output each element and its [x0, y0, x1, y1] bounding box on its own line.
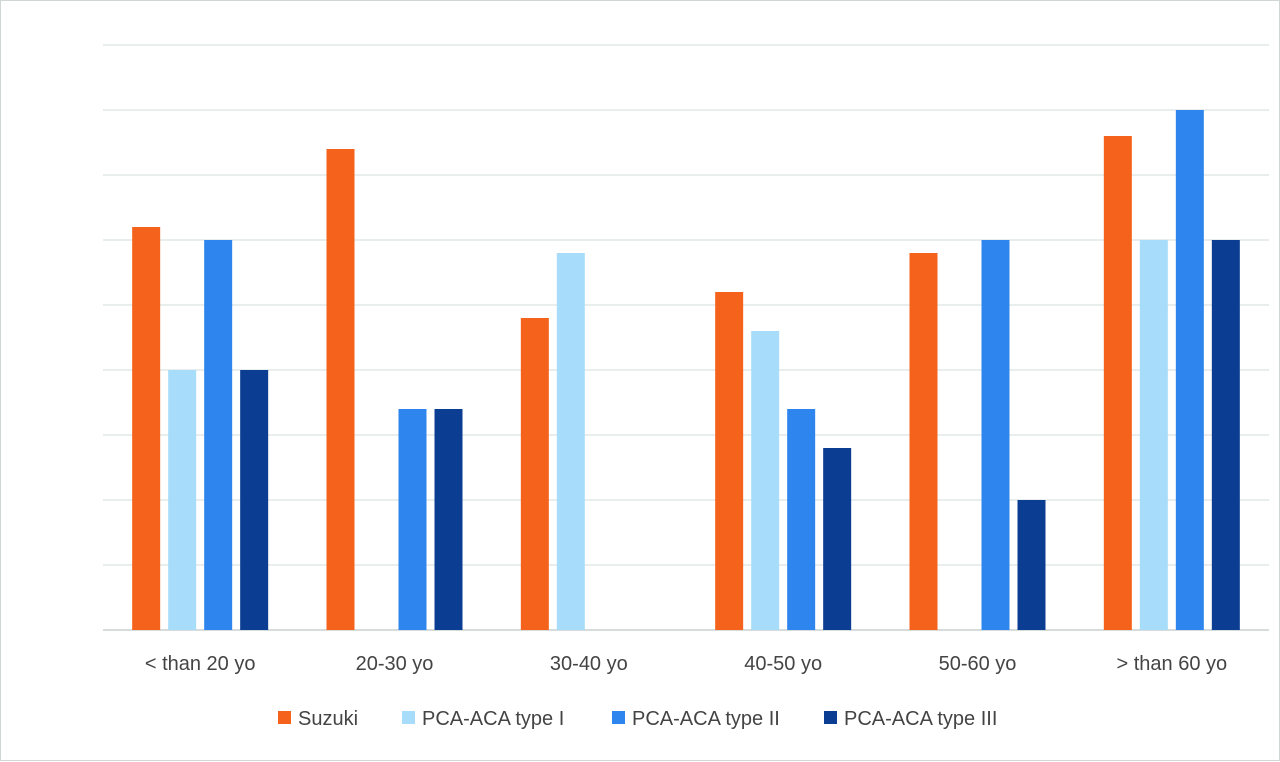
- legend-swatch-1: [402, 711, 415, 724]
- bar-suzuki-4: [909, 253, 938, 630]
- bar-suzuki-2: [520, 318, 549, 630]
- bar-suzuki-5: [1103, 136, 1132, 630]
- bar-pca-aca-type-i-5: [1139, 240, 1168, 630]
- bar-pca-aca-type-ii-4: [981, 240, 1010, 630]
- bar-pca-aca-type-iii-1: [434, 409, 463, 630]
- bar-pca-aca-type-ii-1: [398, 409, 427, 630]
- legend-label-0: Suzuki: [298, 708, 358, 730]
- legend-label-1: PCA-ACA type I: [422, 708, 564, 730]
- legend-label-3: PCA-ACA type III: [844, 708, 997, 730]
- bar-pca-aca-type-iii-4: [1017, 500, 1046, 630]
- category-label-1: 20-30 yo: [356, 653, 434, 675]
- bar-pca-aca-type-ii-0: [204, 240, 233, 630]
- bar-pca-aca-type-i-3: [751, 331, 780, 630]
- category-label-4: 50-60 yo: [939, 653, 1017, 675]
- bar-pca-aca-type-iii-5: [1211, 240, 1240, 630]
- bar-pca-aca-type-i-0: [168, 370, 197, 630]
- category-label-3: 40-50 yo: [744, 653, 822, 675]
- bar-suzuki-3: [715, 292, 744, 630]
- bar-suzuki-0: [132, 227, 161, 630]
- bar-pca-aca-type-iii-3: [823, 448, 852, 630]
- bar-suzuki-1: [326, 149, 355, 630]
- category-label-2: 30-40 yo: [550, 653, 628, 675]
- legend-swatch-3: [824, 711, 837, 724]
- category-labels: < than 20 yo 20-30 yo 30-40 yo 40-50 yo 50-6…: [145, 653, 1227, 675]
- gridlines: [103, 44, 1269, 631]
- category-label-5: > than 60 yo: [1117, 653, 1228, 675]
- bar-pca-aca-type-iii-0: [240, 370, 269, 630]
- bar-pca-aca-type-ii-5: [1175, 110, 1204, 630]
- bars: [132, 110, 1240, 630]
- category-label-0: < than 20 yo: [145, 653, 256, 675]
- bar-pca-aca-type-ii-3: [787, 409, 816, 630]
- legend-label-2: PCA-ACA type II: [632, 708, 780, 730]
- legend-swatch-2: [612, 711, 625, 724]
- legend: Suzuki PCA-ACA type I PCA-ACA type II PCA-A…: [278, 708, 997, 730]
- legend-swatch-0: [278, 711, 291, 724]
- bar-pca-aca-type-i-2: [556, 253, 585, 630]
